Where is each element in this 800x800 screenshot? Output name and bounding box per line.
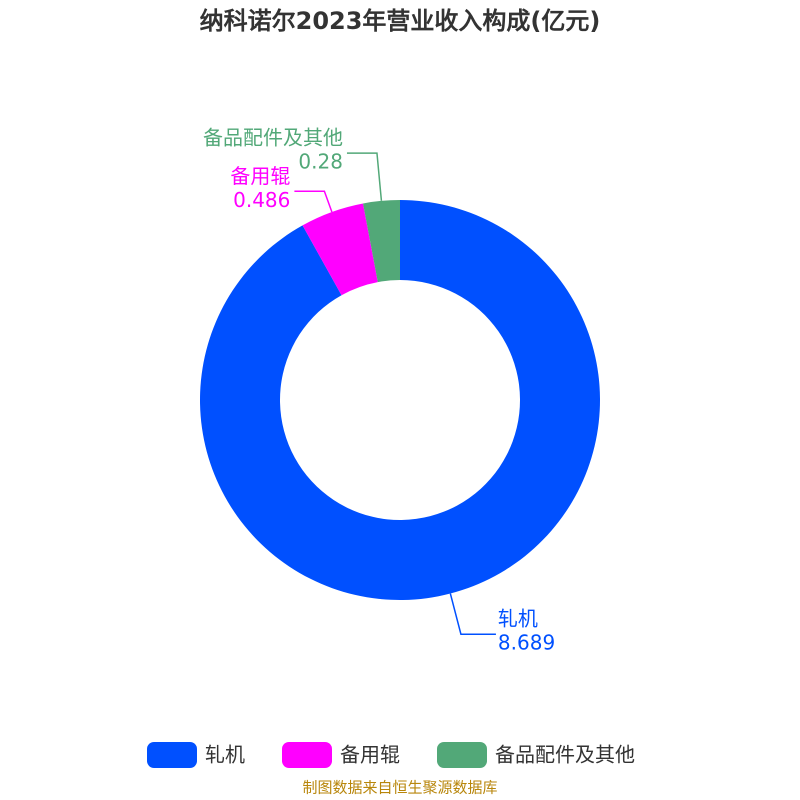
data-label-name: 备用辊 xyxy=(230,164,290,188)
data-label-value: 0.486 xyxy=(233,188,290,212)
chart-title: 纳科诺尔2023年营业收入构成(亿元) xyxy=(200,7,601,35)
legend-label: 备品配件及其他 xyxy=(495,743,635,767)
donut-segment xyxy=(363,200,400,283)
legend-label: 轧机 xyxy=(205,743,245,767)
legend-swatch xyxy=(282,742,332,768)
legend-swatch xyxy=(147,742,197,768)
data-label-value: 0.28 xyxy=(298,150,343,174)
leader-line xyxy=(294,190,333,213)
donut-segment xyxy=(199,200,600,600)
data-label-value: 8.689 xyxy=(498,631,555,655)
leader-line xyxy=(346,152,383,201)
legend-swatch xyxy=(437,742,487,768)
leader-line xyxy=(449,593,496,635)
legend-label: 备用辊 xyxy=(340,743,400,767)
data-label-name: 备品配件及其他 xyxy=(203,126,343,150)
source-note: 制图数据来自恒生聚源数据库 xyxy=(302,779,497,797)
donut-segment xyxy=(302,203,378,296)
data-label-name: 轧机 xyxy=(498,607,538,631)
